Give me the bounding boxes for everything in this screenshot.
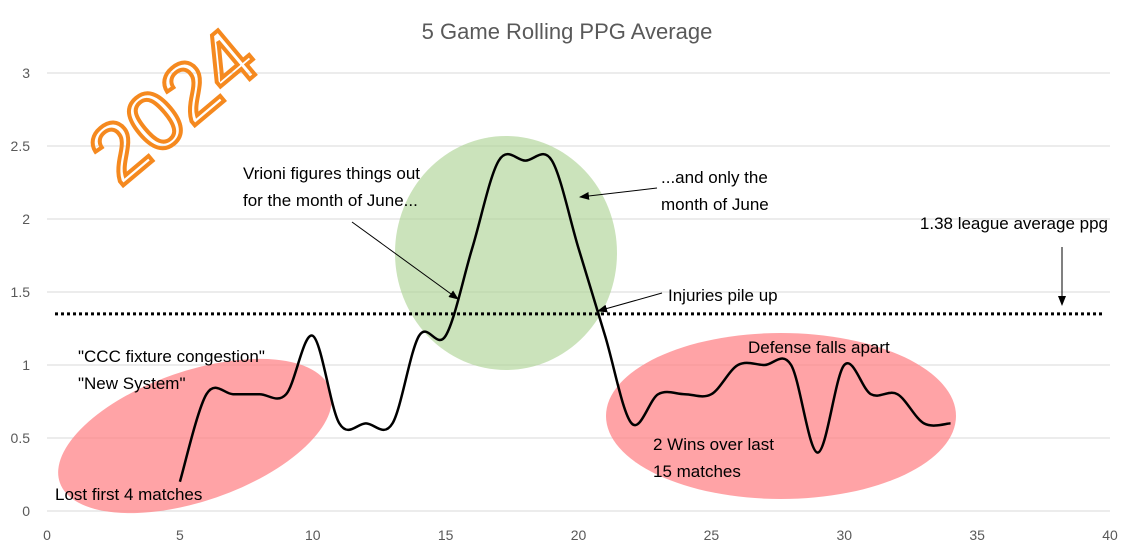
x-tick-label: 25 [704, 527, 720, 543]
ellipse-june [395, 136, 617, 370]
series-line-0 [178, 152, 951, 483]
x-tick-label: 35 [969, 527, 985, 543]
x-tick-label: 10 [305, 527, 321, 543]
y-tick-label: 1.5 [11, 284, 31, 300]
annotation-vrioni-line1: Vrioni figures things out [243, 164, 420, 183]
y-tick-label: 2 [22, 211, 30, 227]
ellipse-early-season [58, 358, 332, 514]
annotation-defense: Defense falls apart [748, 338, 890, 357]
annotation-two-wins-line2: 15 matches [653, 462, 741, 481]
x-tick-label: 30 [836, 527, 852, 543]
y-tick-label: 0 [22, 503, 30, 519]
x-tick-label: 5 [176, 527, 184, 543]
x-tick-label: 0 [43, 527, 51, 543]
y-tick-label: 0.5 [11, 430, 31, 446]
arrow-only-june [579, 187, 658, 200]
x-tick-label: 15 [438, 527, 454, 543]
ellipse-late-season [606, 333, 956, 499]
x-tick-label: 20 [571, 527, 587, 543]
y-tick-label: 2.5 [11, 138, 31, 154]
arrow-vrioni [351, 221, 459, 300]
axis-labels: 00.511.522.530 5 10 15 20 25 30 35 40 [11, 65, 1118, 543]
chart-title: 5 Game Rolling PPG Average [422, 19, 713, 44]
x-tick-label: 40 [1102, 527, 1118, 543]
annotation-vrioni-line2: for the month of June... [243, 191, 418, 210]
annotation-two-wins-line1: 2 Wins over last [653, 435, 774, 454]
y-tick-label: 3 [22, 65, 30, 81]
annotation-only-june-line1: ...and only the [661, 168, 768, 187]
highlight-ellipses [58, 136, 956, 514]
series-group [178, 152, 951, 483]
annotations: Vrioni figures things out for the month … [55, 164, 1108, 504]
arrow-injuries [597, 292, 663, 313]
annotation-ccc-line1: "CCC fixture congestion" [78, 347, 265, 366]
y-tick-label: 1 [22, 357, 30, 373]
annotation-injuries: Injuries pile up [668, 286, 778, 305]
annotation-ccc-line2: "New System" [78, 374, 185, 393]
annotation-only-june-line2: month of June [661, 195, 769, 214]
annotation-lost-first: Lost first 4 matches [55, 485, 202, 504]
reference-line-label: 1.38 league average ppg [920, 214, 1108, 233]
